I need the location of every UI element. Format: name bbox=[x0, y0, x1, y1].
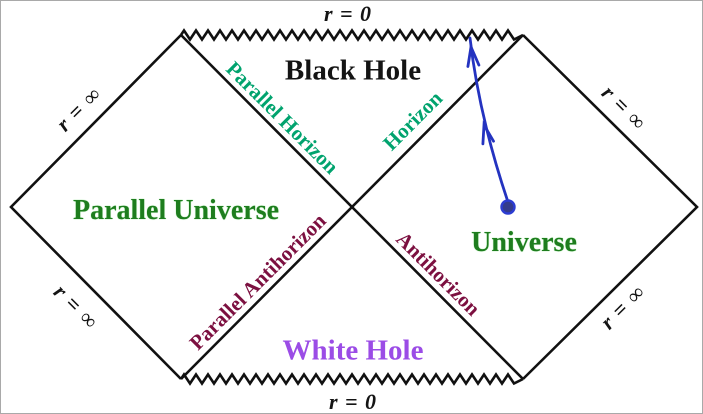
label-parallel-universe-region: Parallel Universe bbox=[72, 195, 280, 226]
worldline-start-dot bbox=[500, 199, 516, 215]
worldline-arrowhead-mid bbox=[481, 120, 495, 146]
label-singularity-top: r = 0 bbox=[323, 1, 373, 26]
label-singularity-bottom: r = 0 bbox=[328, 389, 378, 414]
worldline-arrowhead-top bbox=[466, 42, 481, 68]
left-edges-line bbox=[9, 34, 182, 380]
label-black-hole-region: Black Hole bbox=[284, 54, 422, 87]
antihorizon-line bbox=[180, 34, 524, 380]
singularity-zigzag-top bbox=[179, 28, 524, 42]
singularity-zigzag-bottom bbox=[179, 372, 524, 386]
label-white-hole-region: White Hole bbox=[282, 334, 424, 367]
label-universe-region: Universe bbox=[471, 227, 577, 258]
right-edges-line bbox=[522, 34, 699, 380]
worldline-path bbox=[468, 36, 510, 204]
